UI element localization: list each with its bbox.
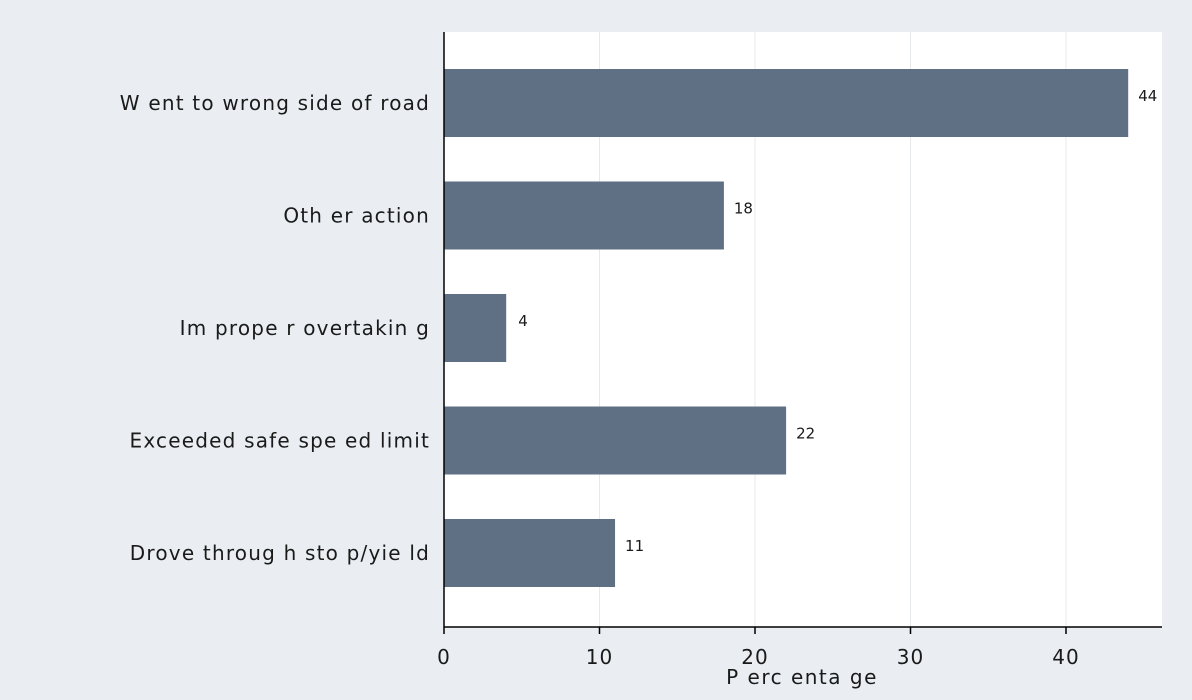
x-tick-label: 40 bbox=[1052, 645, 1079, 669]
value-labels: 44 18 4 22 11 bbox=[518, 87, 1157, 555]
category-label: W ent to wrong side of road bbox=[120, 91, 430, 115]
x-tick-label: 30 bbox=[897, 645, 924, 669]
x-axis-title: P erc enta ge bbox=[726, 665, 878, 689]
axes bbox=[443, 32, 1162, 628]
category-label: Drove throug h sto p/yie ld bbox=[130, 541, 430, 565]
bar bbox=[444, 181, 724, 250]
x-tick-label: 0 bbox=[437, 645, 451, 669]
bar bbox=[444, 519, 616, 587]
category-label: Oth er action bbox=[283, 204, 430, 228]
category-labels: W ent to wrong side of road Oth er action… bbox=[120, 91, 431, 565]
bar bbox=[444, 406, 787, 475]
bar-value-label: 18 bbox=[734, 200, 753, 218]
bars bbox=[444, 69, 1129, 587]
bar-value-label: 22 bbox=[796, 425, 815, 443]
category-label: Im prope r overtakin g bbox=[180, 316, 430, 340]
bar-value-label: 44 bbox=[1138, 87, 1157, 105]
bar bbox=[444, 69, 1129, 137]
x-ticks: 0 10 20 30 40 bbox=[437, 627, 1079, 669]
bar-value-label: 11 bbox=[625, 537, 644, 555]
x-tick-label: 10 bbox=[586, 645, 613, 669]
x-tick-label: 20 bbox=[741, 645, 768, 669]
category-label: Exceeded safe spe ed limit bbox=[130, 429, 431, 453]
bar bbox=[444, 294, 507, 362]
bar-value-label: 4 bbox=[518, 312, 528, 330]
